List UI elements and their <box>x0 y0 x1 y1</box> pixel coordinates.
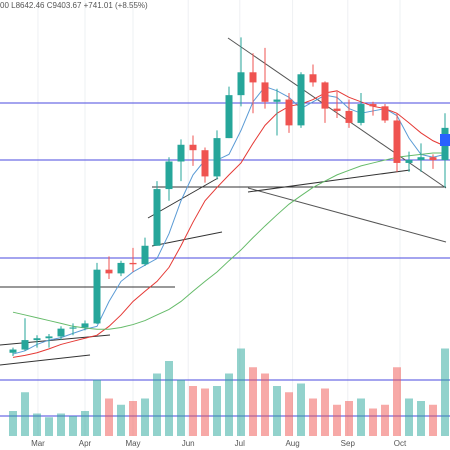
candle-body <box>93 269 101 324</box>
candle-body <box>405 160 413 163</box>
candle-body <box>333 108 341 111</box>
volume-bar <box>333 404 341 436</box>
volume-bar <box>249 367 257 436</box>
candle-body <box>321 82 329 109</box>
volume-bar <box>189 386 197 436</box>
x-tick-label: Jun <box>182 439 195 448</box>
volume-bar <box>117 404 125 436</box>
candle-body <box>225 95 233 139</box>
volume-bar <box>273 386 281 436</box>
volume-bar <box>345 401 353 436</box>
candle-body <box>381 106 389 121</box>
volume-bar <box>201 388 209 436</box>
candle-body <box>261 82 269 102</box>
candle-body <box>345 110 353 123</box>
volume-bar <box>177 379 185 436</box>
trend-line <box>247 187 447 243</box>
candle-body <box>117 262 125 274</box>
volume-bar <box>129 401 137 436</box>
volume-bar <box>141 398 149 436</box>
x-tick-label: Sep <box>341 439 356 448</box>
candle-body <box>249 72 257 83</box>
volume-bar <box>57 413 65 436</box>
candle-body <box>369 104 377 107</box>
plot-area: Mar Apr May Jun Jul Aug Sep Oct <box>9 37 449 448</box>
candle-body <box>129 262 137 265</box>
candle-body <box>153 189 161 246</box>
volume-bar <box>393 367 401 436</box>
x-tick-label: Apr <box>79 439 92 448</box>
candle-body <box>189 144 197 151</box>
volume-bar <box>45 417 53 436</box>
grid <box>37 0 401 436</box>
volume-bar <box>93 379 101 436</box>
drawings <box>0 37 450 417</box>
trend-line <box>247 169 411 193</box>
candle-body <box>201 150 209 177</box>
price-badge <box>440 134 450 146</box>
x-tick-label: Mar <box>31 439 45 448</box>
volume-bar <box>21 392 29 436</box>
volume-bar <box>429 404 437 436</box>
volume-bar <box>225 373 233 436</box>
candle-body <box>357 104 365 123</box>
candle-body <box>309 74 317 83</box>
volume-bar <box>321 388 329 436</box>
volume-bar <box>357 398 365 436</box>
candle-body <box>105 269 113 274</box>
candle-body <box>9 349 17 353</box>
volume-bar <box>165 361 173 436</box>
volume-bar <box>9 411 17 436</box>
volume-bar <box>105 398 113 436</box>
x-tick-label: Aug <box>285 439 299 448</box>
candle-body <box>237 72 245 96</box>
candle-body <box>297 74 305 126</box>
volume-bar <box>369 408 377 436</box>
volume-bar <box>261 373 269 436</box>
volume-bar <box>213 386 221 436</box>
x-tick-label: Oct <box>394 439 407 448</box>
volume-bar <box>153 373 161 436</box>
candle-body <box>57 328 65 337</box>
candle-body <box>417 157 425 161</box>
volume-bar <box>441 348 449 436</box>
candle-body <box>393 120 401 163</box>
candle-body <box>285 99 293 126</box>
candle-body <box>273 99 281 102</box>
trend-line <box>0 354 91 366</box>
x-tick-label: May <box>125 439 140 448</box>
candle-body <box>213 138 221 177</box>
volume-bar <box>237 348 245 436</box>
volume-bar <box>417 401 425 436</box>
candle-body <box>165 161 173 190</box>
volume-bar <box>69 416 77 436</box>
candle-body <box>177 144 185 162</box>
x-tick-label: Jul <box>235 439 245 448</box>
candle-body <box>141 245 149 265</box>
volume-bar <box>405 398 413 436</box>
candle-body <box>21 340 29 350</box>
volume-bar <box>33 413 41 436</box>
candle-body <box>81 323 89 328</box>
candle-body <box>45 336 53 339</box>
candle-body <box>429 157 437 161</box>
volume-bar <box>81 411 89 436</box>
candle-body <box>33 338 41 341</box>
volume-bar <box>381 404 389 436</box>
candle-body <box>69 327 77 329</box>
header-text: 00 L8642.46 C9403.67 +741.01 (+8.55%) <box>0 1 148 10</box>
volume-bar <box>309 398 317 436</box>
volume-bar <box>285 392 293 436</box>
volume-bar <box>297 383 305 436</box>
